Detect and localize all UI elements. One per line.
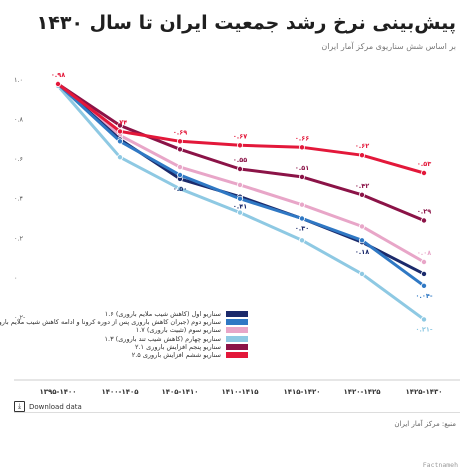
data-point-s2	[420, 282, 427, 289]
y-tick-label: ۱.۰	[14, 76, 23, 84]
data-label-s6: ۰.۶۹	[173, 128, 187, 136]
data-label-s1: ۰.۴۱	[233, 203, 247, 211]
data-label-s5: ۰.۵۱	[295, 164, 309, 172]
data-point-s5	[298, 173, 305, 180]
data-point-s3	[176, 164, 183, 171]
data-point-s6	[236, 142, 243, 149]
data-point-s4	[298, 237, 305, 244]
data-label-s1: ۰.۵۰	[173, 185, 187, 193]
y-tick-label: ۰.۴	[14, 195, 24, 203]
data-label-s5: ۰.۵۵	[233, 156, 247, 164]
legend-item: سناریو سوم (تثبیت باروری) ۱.۷	[58, 326, 248, 334]
data-point-s2	[358, 237, 365, 244]
data-point-s1	[420, 270, 427, 277]
data-point-s4	[420, 316, 427, 323]
data-label-s6: ۰.۵۳	[417, 160, 431, 168]
data-point-s4	[358, 270, 365, 277]
data-point-s6	[358, 152, 365, 159]
y-tick-label: ۰.۸	[14, 116, 24, 124]
legend-label: سناریو ششم افزایش باروری ۲.۵	[131, 351, 221, 360]
data-point-s6	[117, 128, 124, 135]
legend-swatch	[226, 311, 248, 318]
source-note: منبع: مرکز آمار ایران	[394, 420, 456, 428]
x-tick-label: ۱۴۰۵-۱۴۱۰	[161, 388, 198, 396]
chart-subtitle: بر اساس شش سناریوی مرکز آمار ایران	[321, 42, 456, 51]
legend-item: سناریو دوم (جبران کاهش باروری پس از دوره…	[0, 318, 248, 326]
data-point-s3	[420, 258, 427, 265]
y-tick-label: ۰	[14, 274, 18, 282]
data-point-s2	[236, 195, 243, 202]
data-point-s4	[176, 185, 183, 192]
legend-swatch	[226, 335, 248, 342]
legend-item: سناریو پنجم افزایش باروری ۲.۱	[58, 343, 248, 351]
chart-title: پیش‌بینی نرخ رشد جمعیت ایران تا سال ۱۴۳۰	[36, 12, 456, 34]
y-tick-label: ۰.۲-	[14, 313, 26, 321]
data-point-s5	[117, 122, 124, 129]
data-label-s2: ۰.۰۴-	[415, 292, 432, 300]
data-point-s6	[420, 169, 427, 176]
download-data-link[interactable]: ⤓ Download data	[14, 401, 82, 412]
data-point-s3	[236, 181, 243, 188]
data-point-s5	[420, 217, 427, 224]
legend-label: سناریو دوم (جبران کاهش باروری پس از دوره…	[0, 318, 221, 327]
data-point-s6	[298, 144, 305, 151]
data-point-s4	[236, 209, 243, 216]
data-point-s6	[176, 138, 183, 145]
legend-item: سناریو چهارم (کاهش شیب تند باروری) ۱.۳	[58, 335, 248, 343]
data-label-s6: ۰.۶۷	[233, 132, 247, 140]
data-label-s3: ۰.۰۸	[417, 249, 431, 257]
chart-legend: سناریو اول (کاهش شیب ملایم باروری) ۱.۶ سن…	[0, 310, 248, 359]
data-point-s5	[176, 146, 183, 153]
x-tick-label: ۱۳۹۵-۱۴۰۰	[39, 388, 76, 396]
legend-swatch	[226, 352, 248, 359]
data-label-s5: ۰.۲۹	[417, 208, 431, 216]
x-tick-label: ۱۴۱۰-۱۴۱۵	[221, 388, 259, 396]
data-label-s1: ۰.۱۸	[355, 248, 369, 256]
download-data-label: Download data	[29, 402, 82, 411]
data-point-s4	[117, 154, 124, 161]
legend-swatch	[226, 327, 248, 334]
legend-item: سناریو ششم افزایش باروری ۲.۵	[58, 351, 248, 359]
legend-label: سناریو چهارم (کاهش شیب تند باروری) ۱.۳	[104, 334, 221, 343]
data-point-s5	[236, 165, 243, 172]
y-tick-label: ۰.۲	[14, 234, 24, 242]
data-point-s2	[176, 171, 183, 178]
legend-label: سناریو اول (کاهش شیب ملایم باروری) ۱.۶	[104, 310, 221, 319]
brand-logo: Factnameh	[422, 461, 458, 469]
data-point-s6	[55, 81, 62, 88]
data-label-s5: ۰.۴۲	[355, 182, 369, 190]
data-label-s1: ۰.۳۰	[295, 225, 309, 233]
series-line-3	[56, 82, 426, 264]
data-point-s3	[298, 201, 305, 208]
data-label-s6: ۰.۶۶	[295, 134, 309, 142]
legend-label: سناریو سوم (تثبیت باروری) ۱.۷	[135, 326, 221, 335]
data-label-s6: ۰.۷۴	[113, 118, 127, 126]
y-tick-label: ۰.۶	[14, 155, 23, 163]
data-label-s6: ۰.۶۲	[355, 142, 369, 150]
legend-label: سناریو پنجم افزایش باروری ۲.۱	[134, 342, 221, 351]
x-tick-label: ۱۴۰۰-۱۴۰۵	[101, 388, 139, 396]
footer-divider	[14, 412, 460, 413]
legend-item: سناریو اول (کاهش شیب ملایم باروری) ۱.۶	[58, 310, 248, 318]
download-icon: ⤓	[14, 401, 25, 412]
x-tick-label: ۱۴۲۰-۱۴۲۵	[343, 388, 381, 396]
data-label-s6: ۰.۹۸	[51, 71, 65, 79]
data-point-s2	[298, 215, 305, 222]
legend-swatch	[226, 343, 248, 350]
legend-swatch	[226, 319, 248, 326]
x-tick-label: ۱۴۲۵-۱۴۳۰	[405, 388, 442, 396]
data-point-s5	[358, 191, 365, 198]
data-label-s4: ۰.۲۱-	[415, 325, 432, 333]
data-point-s3	[358, 223, 365, 230]
data-point-s2	[117, 138, 124, 145]
x-tick-label: ۱۴۱۵-۱۴۲۰	[283, 388, 320, 396]
